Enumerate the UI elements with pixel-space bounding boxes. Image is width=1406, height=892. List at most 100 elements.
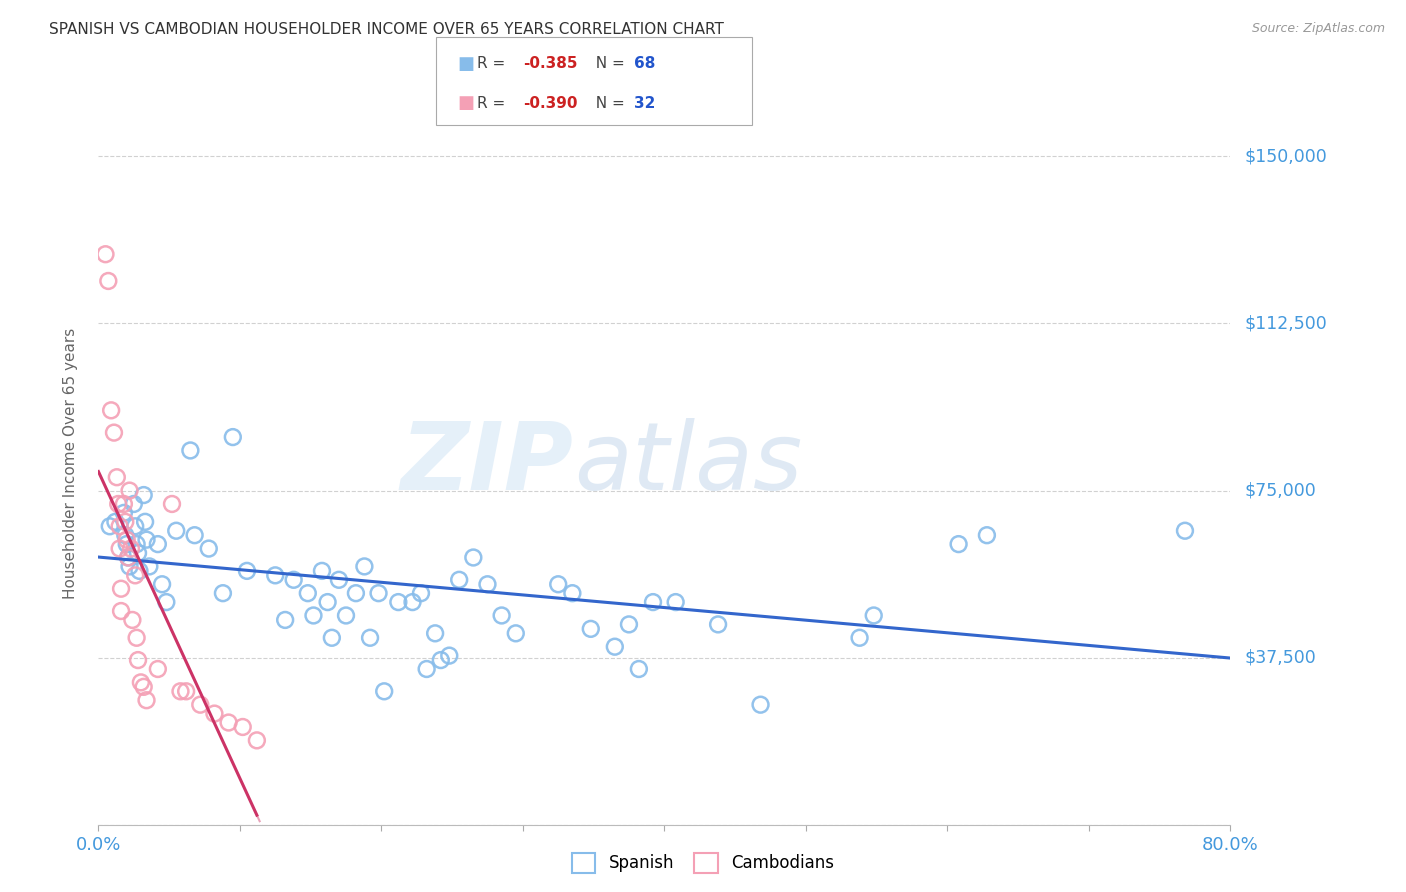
Point [117, 550, 139, 565]
Point [108, 519, 131, 533]
Text: $75,000: $75,000 [1244, 482, 1316, 500]
Point [125, 537, 148, 551]
Point [547, 577, 569, 591]
Text: ZIP: ZIP [401, 417, 574, 510]
Point [423, 626, 446, 640]
Text: $112,500: $112,500 [1244, 314, 1327, 333]
Point [188, 698, 211, 712]
Point [129, 675, 152, 690]
Point [120, 541, 142, 556]
Point [94, 247, 117, 261]
Point [311, 564, 333, 578]
Point [401, 595, 423, 609]
Point [430, 653, 453, 667]
Point [976, 528, 998, 542]
Point [477, 577, 499, 591]
Point [114, 515, 136, 529]
Point [387, 595, 409, 609]
Point [222, 430, 245, 444]
Point [491, 608, 513, 623]
Point [127, 546, 149, 560]
Point [135, 693, 157, 707]
Point [561, 586, 583, 600]
Point [274, 613, 297, 627]
Point [359, 631, 381, 645]
Point [114, 528, 136, 542]
Text: -0.390: -0.390 [523, 95, 578, 111]
Point [603, 640, 626, 654]
Text: 32: 32 [634, 95, 655, 111]
Point [118, 559, 141, 574]
Point [98, 519, 121, 533]
Point [353, 559, 375, 574]
Point [160, 497, 183, 511]
Point [316, 595, 339, 609]
Point [103, 425, 125, 440]
Point [104, 515, 127, 529]
Point [155, 595, 177, 609]
Point [100, 403, 122, 417]
Point [212, 586, 235, 600]
Text: $150,000: $150,000 [1244, 147, 1327, 165]
Legend: Spanish, Cambodians: Spanish, Cambodians [565, 847, 841, 880]
Point [146, 537, 169, 551]
Point [627, 662, 650, 676]
Point [146, 662, 169, 676]
Point [112, 497, 135, 511]
Point [110, 582, 132, 596]
Point [115, 533, 138, 547]
Point [105, 470, 128, 484]
Point [409, 586, 432, 600]
Point [749, 698, 772, 712]
Point [122, 497, 145, 511]
Point [948, 537, 970, 551]
Point [335, 608, 357, 623]
Point [125, 631, 148, 645]
Point [283, 573, 305, 587]
Point [174, 684, 197, 698]
Text: R =: R = [477, 95, 510, 111]
Point [117, 550, 139, 565]
Text: Source: ZipAtlas.com: Source: ZipAtlas.com [1251, 22, 1385, 36]
Point [124, 519, 146, 533]
Point [665, 595, 688, 609]
Point [179, 443, 201, 458]
Text: R =: R = [477, 56, 510, 71]
Point [264, 568, 287, 582]
Point [641, 595, 664, 609]
Point [297, 586, 319, 600]
Point [121, 613, 143, 627]
Text: ■: ■ [457, 55, 474, 73]
Point [232, 720, 254, 734]
Point [107, 497, 129, 511]
Point [373, 684, 395, 698]
Point [127, 653, 149, 667]
Text: ■: ■ [457, 95, 474, 112]
Text: N =: N = [586, 95, 630, 111]
Point [150, 577, 173, 591]
Point [236, 564, 259, 578]
Point [848, 631, 870, 645]
Point [132, 680, 155, 694]
Point [328, 573, 350, 587]
Point [132, 488, 155, 502]
Point [617, 617, 640, 632]
Point [415, 662, 437, 676]
Point [118, 483, 141, 498]
Point [344, 586, 367, 600]
Text: N =: N = [586, 56, 630, 71]
Point [218, 715, 240, 730]
Point [169, 684, 191, 698]
Text: 68: 68 [634, 56, 655, 71]
Point [183, 528, 205, 542]
Point [579, 622, 602, 636]
Point [138, 559, 160, 574]
Point [302, 608, 325, 623]
Text: atlas: atlas [574, 418, 801, 509]
Point [463, 550, 485, 565]
Point [108, 541, 131, 556]
Point [197, 541, 219, 556]
Point [112, 506, 135, 520]
Point [862, 608, 884, 623]
Point [707, 617, 730, 632]
